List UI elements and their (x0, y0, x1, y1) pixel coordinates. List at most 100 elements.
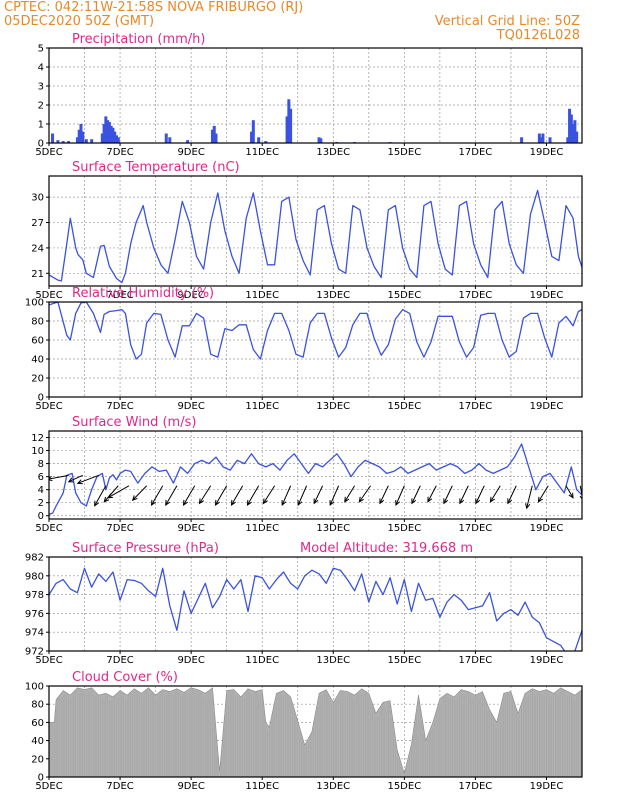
wind-vector (199, 485, 212, 504)
wind-vector-head (443, 498, 449, 505)
precip-bar (250, 131, 254, 143)
y-tick-label: 972 (25, 647, 44, 658)
wind-vector-head (76, 479, 83, 485)
header-run-id: TQ0126L028 (496, 28, 580, 43)
x-tick-label: 5DEC (35, 401, 62, 412)
precip-bar (537, 133, 541, 143)
x-tick-label: 19DEC (530, 290, 564, 301)
precip-bar (212, 125, 216, 143)
x-tick-label: 11DEC (245, 290, 279, 301)
series-line (49, 567, 582, 651)
series-group (49, 687, 582, 777)
wind-vector (107, 485, 130, 499)
x-tick-label: 9DEC (177, 523, 204, 534)
precip-bar (285, 116, 289, 143)
wind-vector (94, 485, 107, 506)
panel-1: 21 24 27 30 5DEC 7DEC 9DEC 11DEC 13DEC 15DEC 17DEC… (31, 160, 583, 301)
wind-vector (49, 474, 69, 480)
y-tick-label: 60 (31, 718, 44, 729)
x-tick-label: 13DEC (316, 655, 350, 666)
precip-bar (317, 137, 321, 143)
x-tick-label: 15DEC (387, 781, 421, 792)
wind-vector-head (131, 495, 138, 501)
y-tick-label: 4 (38, 63, 44, 74)
x-tick-label: 5DEC (35, 147, 62, 158)
x-tick-label: 5DEC (35, 290, 62, 301)
panel-title: Surface Wind (m/s) (72, 415, 196, 430)
y-tick-label: 6 (38, 472, 44, 483)
panel-0: 0 1 2 3 4 5 5DEC 7DEC 9DEC 11DEC 13DEC 15DEC 17DEC 19… (35, 32, 583, 158)
wind-vector-head (150, 499, 156, 506)
precip-bar (210, 129, 214, 143)
x-tick-label: 11DEC (245, 523, 279, 534)
wind-vector-head (395, 499, 401, 507)
x-tick-label: 13DEC (316, 781, 350, 792)
wind-vector (459, 485, 469, 504)
wind-vector-head (475, 498, 481, 505)
wind-vector (77, 474, 99, 484)
y-tick-label: 24 (31, 243, 44, 254)
x-tick-label: 11DEC (245, 655, 279, 666)
wind-vector (313, 485, 324, 504)
precip-bar (109, 125, 113, 143)
x-tick-label: 5DEC (35, 523, 62, 534)
series-group (49, 567, 582, 651)
precip-bar (539, 137, 543, 143)
wind-vector (215, 485, 228, 506)
wind-vector (526, 485, 533, 509)
y-tick-label: 0 (38, 139, 44, 150)
panel-frame (48, 301, 583, 398)
y-tick-label: 0 (38, 773, 44, 784)
wind-vector-head (214, 499, 220, 506)
precip-bar (573, 120, 577, 143)
precip-bar (77, 129, 81, 143)
x-tick-label: 15DEC (387, 147, 421, 158)
panel-4: 972 974 976 978 980 982 5DEC 7DEC 9DEC 11DEC 13DEC… (25, 541, 583, 666)
x-tick-label: 17DEC (459, 655, 493, 666)
precip-bar (104, 116, 108, 143)
x-tick-label: 11DEC (245, 147, 279, 158)
precip-bar (102, 124, 106, 143)
y-tick-label: 80 (31, 700, 44, 711)
panel-title: Surface Temperature (nC) (72, 160, 240, 175)
x-tick-label: 13DEC (316, 290, 350, 301)
y-tick-label: 100 (25, 298, 44, 309)
y-tick-label: 0 (38, 393, 44, 404)
panel-title: Precipitation (mm/h) (72, 32, 205, 47)
y-tick-label: 982 (25, 553, 44, 564)
wind-vector-head (313, 498, 319, 505)
precip-bar (566, 137, 570, 143)
precip-bar (115, 135, 119, 143)
y-tick-label: 8 (38, 459, 44, 470)
y-tick-label: 100 (25, 682, 44, 693)
wind-vector (183, 485, 196, 506)
precip-bar (116, 137, 120, 143)
precip-bar (79, 124, 83, 143)
wind-vector (165, 485, 178, 506)
precip-bar (214, 133, 218, 143)
precip-bar (90, 139, 94, 143)
precip-bar (520, 137, 524, 143)
x-tick-label: 19DEC (530, 523, 564, 534)
x-tick-label: 9DEC (177, 655, 204, 666)
wind-vector (395, 485, 405, 506)
x-tick-label: 7DEC (106, 401, 133, 412)
wind-vector-head (198, 498, 204, 505)
x-tick-label: 17DEC (459, 401, 493, 412)
wind-vector (151, 485, 164, 506)
precip-bar (571, 124, 575, 143)
y-tick-label: 60 (31, 336, 44, 347)
wind-vector (475, 485, 485, 504)
y-tick-label: 2 (38, 101, 44, 112)
panel-frame (48, 47, 583, 144)
y-tick-label: 5 (38, 44, 44, 55)
x-tick-label: 13DEC (316, 147, 350, 158)
y-tick-label: 3 (38, 82, 44, 93)
wind-vector (379, 485, 389, 504)
precip-bar (168, 137, 172, 143)
wind-vector-head (297, 499, 303, 507)
wind-vector-head (507, 498, 513, 505)
y-tick-label: 978 (25, 590, 44, 601)
wind-vector-head (427, 496, 433, 503)
x-tick-label: 7DEC (106, 523, 133, 534)
